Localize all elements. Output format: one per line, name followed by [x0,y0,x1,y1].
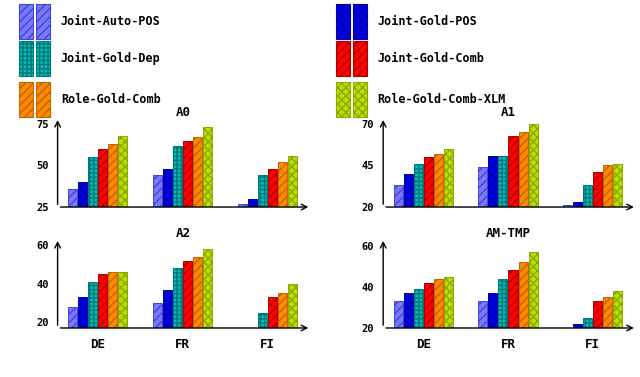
Bar [153,175,162,207]
Bar [424,157,433,207]
Bar [173,268,182,328]
Bar [248,199,257,207]
Title: A1: A1 [501,106,516,120]
Bar [434,154,443,207]
Bar [529,252,538,328]
Bar [278,162,287,207]
Bar [518,262,527,328]
Bar [163,169,172,207]
Bar [68,307,77,328]
Title: A2: A2 [175,227,190,241]
Bar [98,149,107,207]
Bar [593,301,602,328]
Bar [613,291,622,328]
Bar [509,136,518,207]
Bar [413,289,423,328]
Bar [258,175,267,207]
Bar [88,282,97,328]
Bar [193,137,202,207]
Bar [203,249,212,328]
Bar [353,41,367,76]
Bar [336,3,350,38]
Bar [36,3,50,38]
Bar [583,318,592,328]
Bar [258,313,267,328]
Bar [604,297,612,328]
Bar [183,261,192,328]
Bar [509,270,518,328]
Bar [394,185,403,207]
Bar [203,127,212,207]
Bar [88,157,97,207]
Bar [353,82,367,117]
Bar [36,41,50,76]
Bar [336,82,350,117]
Bar [444,149,452,207]
Bar [336,41,350,76]
Bar [499,156,508,207]
Bar [518,132,527,207]
Bar [68,189,77,207]
Bar [78,297,87,328]
Bar [573,202,582,207]
Bar [248,328,257,332]
Bar [183,141,192,207]
Bar [19,82,33,117]
Text: Joint-Auto-POS: Joint-Auto-POS [61,15,161,28]
Bar [237,328,246,334]
Bar [353,3,367,38]
Bar [98,274,107,328]
Bar [479,167,488,207]
Bar [434,279,443,328]
Bar [268,297,276,328]
Title: AM-TMP: AM-TMP [486,227,531,241]
Bar [613,164,622,207]
Bar [583,185,592,207]
Bar [153,303,162,328]
Bar [268,169,276,207]
Bar [488,293,497,328]
Text: Role-Gold-Comb: Role-Gold-Comb [61,93,161,106]
Bar [413,164,423,207]
Bar [108,272,117,328]
Bar [404,293,413,328]
Bar [424,283,433,328]
Bar [237,204,246,207]
Bar [278,293,287,328]
Bar [593,172,602,207]
Text: Role-Gold-Comb-XLM: Role-Gold-Comb-XLM [378,93,506,106]
Bar [488,156,497,207]
Bar [173,146,182,207]
Bar [404,174,413,207]
Text: Joint-Gold-Dep: Joint-Gold-Dep [61,52,161,65]
Bar [19,41,33,76]
Bar [563,205,572,207]
Bar [108,144,117,207]
Bar [19,3,33,38]
Bar [479,301,488,328]
Bar [573,324,582,328]
Text: Joint-Gold-POS: Joint-Gold-POS [378,15,477,28]
Bar [118,136,127,207]
Text: Joint-Gold-Comb: Joint-Gold-Comb [378,52,484,65]
Bar [394,301,403,328]
Bar [163,290,172,328]
Bar [288,284,297,328]
Bar [193,257,202,328]
Bar [118,272,127,328]
Title: A0: A0 [175,106,190,120]
Bar [529,124,538,207]
Bar [499,279,508,328]
Bar [604,166,612,207]
Bar [78,182,87,207]
Bar [444,277,452,328]
Bar [36,82,50,117]
Bar [288,156,297,207]
